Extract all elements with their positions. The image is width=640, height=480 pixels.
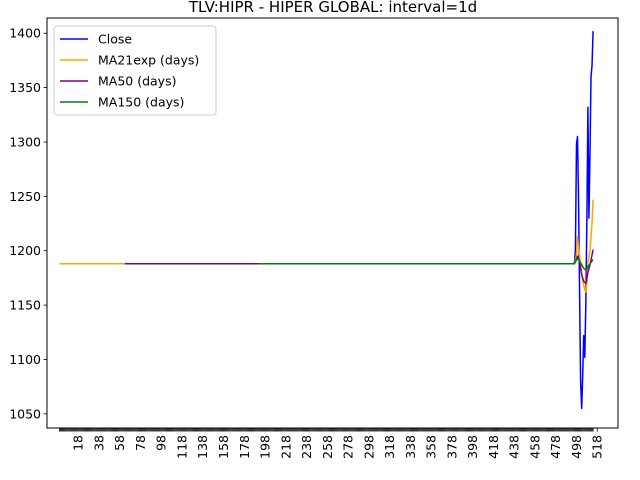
x-tick-label: 498 <box>569 435 584 459</box>
legend-label: MA150 (days) <box>98 95 184 110</box>
legend: Close MA21exp (days) MA50 (days) MA150 (day… <box>53 25 217 116</box>
x-tick-label: 378 <box>444 435 459 459</box>
x-tick-label: 58 <box>112 435 127 451</box>
series-line-3 <box>258 257 594 272</box>
x-tick-label: 358 <box>424 435 439 459</box>
x-tick-label: 318 <box>382 435 397 459</box>
legend-label: Close <box>98 32 132 47</box>
x-tick-label: 38 <box>91 435 106 451</box>
x-tick-label: 278 <box>341 435 356 459</box>
x-tick-label: 238 <box>299 435 314 459</box>
x-tick-label: 438 <box>507 435 522 459</box>
x-axis: 18 38 58 78 98 118 138 158 178 198 218 238 258 278 298… <box>59 428 605 459</box>
y-tick-label: 1050 <box>9 406 41 421</box>
y-tick-label: 1200 <box>9 243 41 258</box>
x-tick-label: 218 <box>278 435 293 459</box>
x-tick-label: 198 <box>258 435 273 459</box>
x-tick-label: 458 <box>527 435 542 459</box>
x-tick-label: 98 <box>154 435 169 451</box>
legend-label: MA21exp (days) <box>98 53 199 68</box>
x-tick-label: 158 <box>216 435 231 459</box>
x-tick-label: 298 <box>361 435 376 459</box>
x-tick-label: 18 <box>71 435 86 451</box>
y-tick-label: 1150 <box>9 298 41 313</box>
x-tick-label: 138 <box>195 435 210 459</box>
x-tick-label: 518 <box>590 435 605 459</box>
x-tick-label: 118 <box>174 435 189 459</box>
legend-box <box>53 25 217 116</box>
series-layer <box>59 31 594 410</box>
legend-label: MA50 (days) <box>98 74 176 89</box>
y-tick-label: 1250 <box>9 189 41 204</box>
y-tick-label: 1300 <box>9 134 41 149</box>
y-tick-label: 1400 <box>9 26 41 41</box>
x-tick-label: 178 <box>237 435 252 459</box>
y-axis: 1050 1100 1150 1200 1250 1300 1350 1400 <box>9 26 47 421</box>
y-tick-label: 1350 <box>9 80 41 95</box>
series-line-0 <box>573 31 594 410</box>
x-tick-label: 338 <box>403 435 418 459</box>
x-tick-label: 258 <box>320 435 335 459</box>
x-tick-label: 478 <box>548 435 563 459</box>
plot-frame <box>46 17 619 429</box>
y-tick-label: 1100 <box>9 352 41 367</box>
chart-title: TLV:HIPR - HIPER GLOBAL: interval=1d <box>188 0 477 16</box>
x-tick-label: 418 <box>486 435 501 459</box>
x-tick-label: 78 <box>133 435 148 451</box>
series-line-1 <box>59 199 594 293</box>
series-line-2 <box>124 249 594 285</box>
x-tick-label: 398 <box>465 435 480 459</box>
